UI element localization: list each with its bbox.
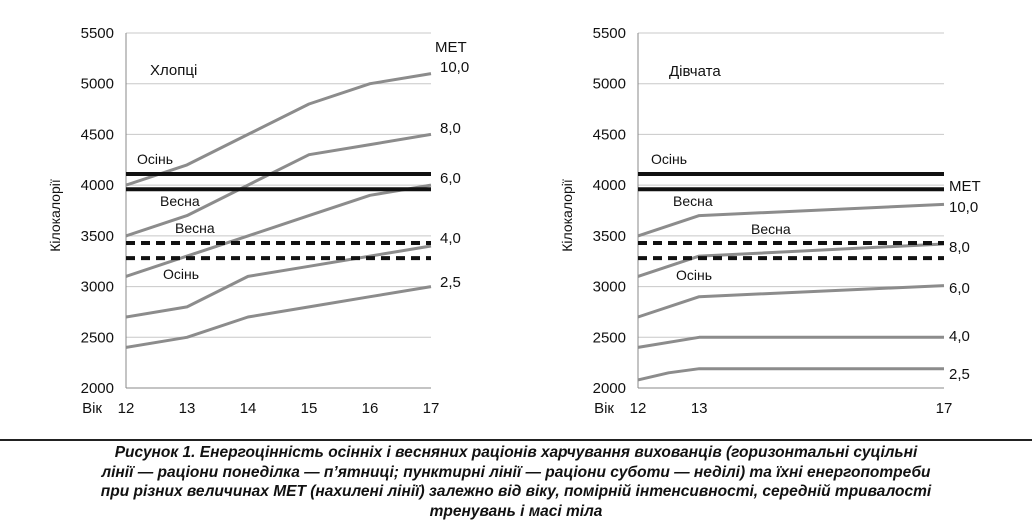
y-tick-label: 4000 bbox=[81, 177, 114, 194]
x-axis-label: Вік bbox=[82, 400, 102, 417]
y-tick-label: 4500 bbox=[593, 126, 626, 143]
y-tick-label: 3000 bbox=[81, 279, 114, 296]
x-tick-label: 12 bbox=[118, 400, 135, 417]
ration-label: Осінь bbox=[676, 267, 712, 283]
x-tick-label: 16 bbox=[362, 400, 379, 417]
y-tick-label: 3500 bbox=[81, 228, 114, 245]
ration-label: Осінь bbox=[651, 151, 687, 167]
ration-label: Весна bbox=[673, 193, 713, 209]
caption-line-1: Рисунок 1. Енергоцінність осінніх і весн… bbox=[114, 444, 918, 461]
ration-label: Осінь bbox=[137, 151, 173, 167]
met-line-8-0 bbox=[125, 132, 432, 238]
met-line-4-0 bbox=[125, 244, 432, 319]
met-line-8-0 bbox=[637, 242, 945, 278]
y-axis-label: Кілокалорії bbox=[559, 179, 575, 252]
y-tick-label: 2000 bbox=[81, 380, 114, 397]
x-axis-label: Вік bbox=[594, 400, 614, 417]
caption-line-4: тренувань і масі тіла bbox=[429, 502, 603, 520]
met-header: МЕТ bbox=[435, 39, 467, 56]
met-value-label: 8,0 bbox=[949, 239, 970, 256]
x-tick-label: 12 bbox=[630, 400, 647, 417]
x-tick-label: 13 bbox=[179, 400, 196, 417]
ration-label: Осінь bbox=[163, 266, 199, 282]
met-line-4-0 bbox=[637, 335, 944, 349]
ration-label: Весна bbox=[160, 193, 200, 209]
panel-title: Дівчата bbox=[669, 63, 721, 80]
y-tick-label: 2500 bbox=[81, 329, 114, 346]
figure-caption: Рисунок 1. Енергоцінність осінніх і весн… bbox=[0, 443, 1032, 521]
met-value-label: 4,0 bbox=[440, 230, 461, 247]
y-tick-label: 3000 bbox=[593, 279, 626, 296]
y-tick-label: 4000 bbox=[593, 177, 626, 194]
caption-line-2: лінії — раціони понеділка — п’ятниці; пу… bbox=[101, 463, 931, 481]
x-tick-label: 17 bbox=[936, 400, 953, 417]
met-value-label: 8,0 bbox=[440, 120, 461, 137]
met-line-2-5 bbox=[637, 367, 944, 382]
y-tick-label: 5000 bbox=[593, 76, 626, 93]
x-tick-label: 17 bbox=[423, 400, 440, 417]
met-header: МЕТ bbox=[949, 178, 981, 195]
met-value-label: 10,0 bbox=[949, 199, 978, 216]
ration-label: Весна bbox=[751, 221, 791, 237]
met-value-label: 6,0 bbox=[440, 170, 461, 187]
x-tick-label: 14 bbox=[240, 400, 257, 417]
met-value-label: 4,0 bbox=[949, 328, 970, 345]
y-axis-label: Кілокалорії bbox=[47, 179, 63, 252]
met-line-6-0 bbox=[637, 284, 945, 319]
y-tick-label: 2500 bbox=[593, 329, 626, 346]
met-value-label: 2,5 bbox=[949, 366, 970, 383]
chart-panel-1: 2000 2500 3000 3500 4000 4500 5000 5500 12 13 14 15… bbox=[47, 25, 469, 417]
ration-label: Весна bbox=[175, 220, 215, 236]
caption-divider bbox=[0, 439, 1032, 441]
met-value-label: 2,5 bbox=[440, 274, 461, 291]
caption-line-3: при різних величинах МЕТ (нахилені лінії… bbox=[100, 483, 932, 500]
y-tick-label: 4500 bbox=[81, 126, 114, 143]
chart-panel-2: 2000 2500 3000 3500 4000 4500 5000 5500 12 13 17 Ві… bbox=[559, 25, 981, 417]
met-value-label: 10,0 bbox=[440, 59, 469, 76]
y-tick-label: 2000 bbox=[593, 380, 626, 397]
y-tick-label: 5500 bbox=[81, 25, 114, 42]
panel-title: Хлопці bbox=[150, 62, 197, 79]
met-line-10-0 bbox=[637, 202, 945, 238]
y-tick-label: 5500 bbox=[593, 25, 626, 42]
met-line-2-5 bbox=[125, 285, 432, 349]
x-tick-label: 15 bbox=[301, 400, 318, 417]
y-tick-label: 3500 bbox=[593, 228, 626, 245]
met-value-label: 6,0 bbox=[949, 280, 970, 297]
met-line-10-0 bbox=[125, 72, 432, 187]
y-tick-label: 5000 bbox=[81, 76, 114, 93]
x-tick-label: 13 bbox=[691, 400, 708, 417]
